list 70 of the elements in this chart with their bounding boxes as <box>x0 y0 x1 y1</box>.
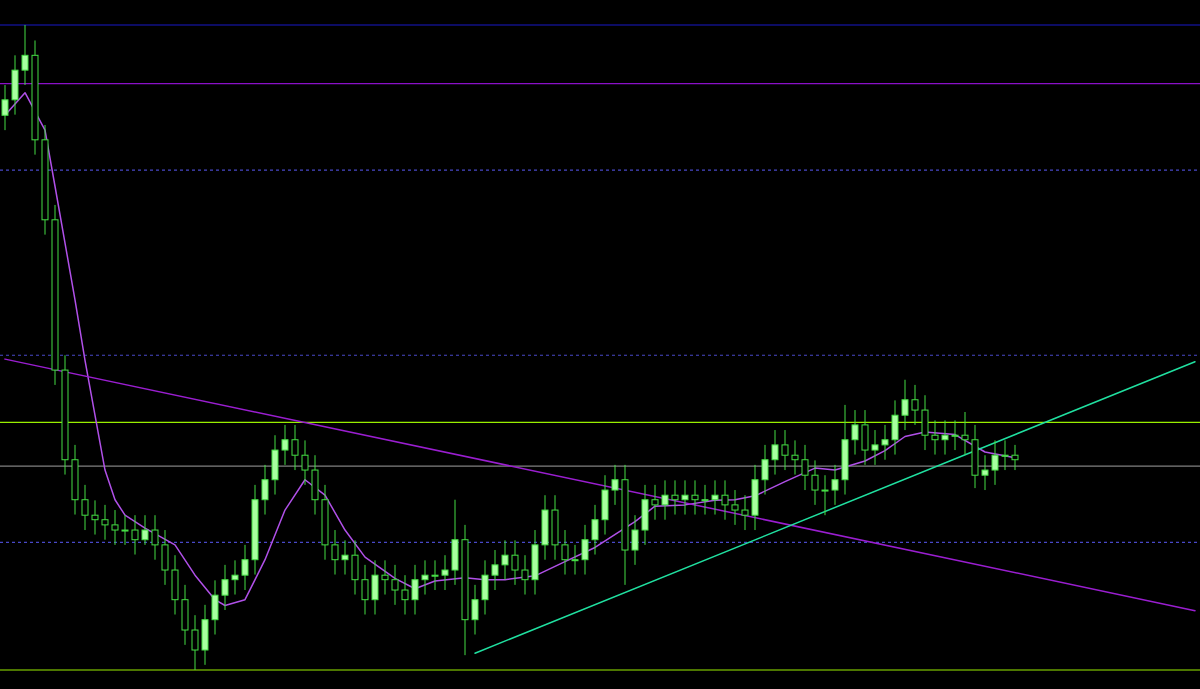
candlestick <box>261 464 269 516</box>
candlestick <box>721 479 729 521</box>
candlestick <box>361 564 369 616</box>
candlestick <box>681 479 689 516</box>
candlestick <box>831 464 839 506</box>
candlestick <box>631 514 639 566</box>
candlestick <box>871 429 879 466</box>
candlestick <box>191 614 199 671</box>
candlestick <box>671 479 679 516</box>
candlestick <box>341 539 349 576</box>
candlestick <box>381 559 389 596</box>
candlestick <box>1011 444 1019 471</box>
candlestick <box>561 529 569 576</box>
candlestick <box>811 459 819 506</box>
candlestick <box>121 514 129 546</box>
candlestick <box>141 514 149 546</box>
candlestick <box>281 424 289 466</box>
candlestick <box>411 564 419 616</box>
candlestick <box>761 444 769 496</box>
candlestick <box>151 514 159 561</box>
candlestick <box>801 444 809 491</box>
candlestick <box>711 479 719 516</box>
candlestick <box>291 424 299 471</box>
candlestick <box>591 504 599 556</box>
candlestick <box>961 411 969 456</box>
candlestick <box>691 479 699 516</box>
candlestick <box>431 559 439 591</box>
candlestick <box>911 384 919 426</box>
candlestick <box>941 419 949 456</box>
candlestick <box>651 484 659 521</box>
candlestick <box>231 559 239 596</box>
candlestick <box>991 439 999 486</box>
candlestick <box>221 564 229 611</box>
candlestick <box>501 539 509 581</box>
candlestick <box>21 24 29 86</box>
candlestick <box>491 549 499 591</box>
candlestick <box>701 484 709 516</box>
candlestick <box>91 499 99 536</box>
candlestick <box>101 504 109 541</box>
candlestick <box>441 554 449 591</box>
candlestick <box>331 529 339 576</box>
candlestick <box>131 514 139 556</box>
candlestick <box>931 419 939 456</box>
candlestick <box>81 484 89 531</box>
candlestick <box>981 454 989 491</box>
candlestick <box>521 554 529 596</box>
candlestick <box>421 559 429 596</box>
candlestick <box>511 539 519 586</box>
candlestick <box>1001 439 1009 471</box>
candlestick <box>851 409 859 456</box>
candlestick <box>1 84 9 131</box>
candlestick <box>581 524 589 576</box>
candlestick <box>611 464 619 506</box>
candlestick <box>901 379 909 431</box>
candlestick <box>391 564 399 606</box>
candlestick <box>781 429 789 471</box>
candlestick <box>401 574 409 616</box>
candlestick <box>951 419 959 451</box>
candlestick <box>661 479 669 521</box>
candlestick <box>471 584 479 636</box>
candlestick <box>821 474 829 516</box>
candlestick <box>881 424 889 461</box>
candlestick <box>571 544 579 576</box>
candlestick <box>301 439 309 486</box>
candlestick <box>241 544 249 591</box>
candlestick <box>111 509 119 546</box>
candlestick <box>771 429 779 476</box>
candlestick <box>741 494 749 531</box>
candlestick <box>731 489 739 526</box>
candlestick <box>791 439 799 476</box>
